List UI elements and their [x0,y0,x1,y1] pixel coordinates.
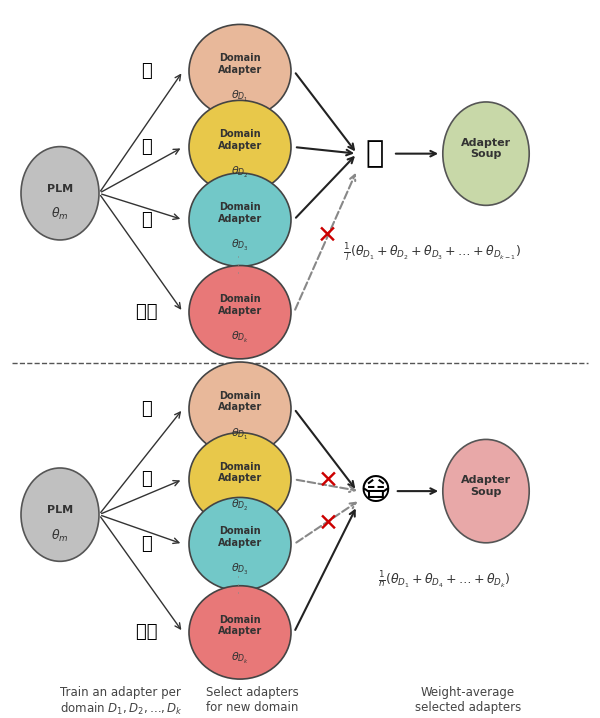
Ellipse shape [189,173,291,266]
Ellipse shape [189,24,291,118]
Text: $\theta_{D_2}$: $\theta_{D_2}$ [231,498,249,513]
Text: 🎬: 🎬 [142,210,152,229]
Text: ✕: ✕ [319,511,340,536]
Text: ⭐: ⭐ [142,470,152,488]
Text: Select adapters
for new domain: Select adapters for new domain [206,686,298,714]
Text: 👩‍🔬: 👩‍🔬 [136,623,158,641]
Circle shape [21,468,99,561]
Text: 😷: 😷 [359,477,391,505]
Text: 📰: 📰 [142,400,152,418]
Text: 📰: 📰 [142,62,152,80]
Text: 🎮: 🎮 [366,139,384,168]
Text: Weight-average
selected adapters: Weight-average selected adapters [415,686,521,714]
Ellipse shape [189,266,291,359]
Text: 👩‍🔬: 👩‍🔬 [136,303,158,321]
Circle shape [21,146,99,240]
Text: Domain
Adapter: Domain Adapter [218,462,262,483]
Text: Domain
Adapter: Domain Adapter [218,202,262,223]
Text: $\theta_{D_k}$: $\theta_{D_k}$ [231,330,249,345]
Text: $\theta_{D_3}$: $\theta_{D_3}$ [231,562,249,577]
Text: ⭐: ⭐ [142,138,152,156]
Text: Train an adapter per
domain $D_1, D_2, \ldots, D_k$: Train an adapter per domain $D_1, D_2, \… [60,686,183,717]
Text: PLM: PLM [47,184,73,194]
Text: Domain
Adapter: Domain Adapter [218,526,262,548]
Text: · · ·: · · · [233,574,247,594]
Text: Domain
Adapter: Domain Adapter [218,615,262,636]
Text: Adapter
Soup: Adapter Soup [461,138,511,159]
Text: $\theta_m$: $\theta_m$ [51,528,69,544]
Ellipse shape [189,433,291,526]
Text: ✕: ✕ [319,469,340,493]
Text: $\theta_{D_1}$: $\theta_{D_1}$ [231,426,249,442]
Text: · · ·: · · · [233,254,247,274]
Ellipse shape [189,101,291,194]
Ellipse shape [189,586,291,679]
Text: $\theta_{D_1}$: $\theta_{D_1}$ [231,89,249,104]
Text: Domain
Adapter: Domain Adapter [218,129,262,151]
Text: $\frac{1}{l}(\theta_{D_1} + \theta_{D_2} + \theta_{D_3} + \ldots + \theta_{D_{k-: $\frac{1}{l}(\theta_{D_1} + \theta_{D_2}… [343,241,521,264]
Text: $\theta_{D_3}$: $\theta_{D_3}$ [231,238,249,253]
Text: $\theta_{D_2}$: $\theta_{D_2}$ [231,165,249,180]
Text: PLM: PLM [47,505,73,515]
Text: Adapter
Soup: Adapter Soup [461,475,511,497]
Text: $\theta_{D_k}$: $\theta_{D_k}$ [231,651,249,666]
Text: Domain
Adapter: Domain Adapter [218,53,262,75]
Text: ✕: ✕ [317,224,337,248]
Ellipse shape [189,362,291,455]
Text: Domain
Adapter: Domain Adapter [218,391,262,412]
Circle shape [443,439,529,543]
Circle shape [443,102,529,205]
Ellipse shape [189,498,291,591]
Text: $\theta_m$: $\theta_m$ [51,206,69,223]
Text: 🎬: 🎬 [142,535,152,553]
Text: Domain
Adapter: Domain Adapter [218,294,262,316]
Text: $\frac{1}{n}(\theta_{D_1} + \theta_{D_4} + \ldots + \theta_{D_k})$: $\frac{1}{n}(\theta_{D_1} + \theta_{D_4}… [377,569,511,590]
